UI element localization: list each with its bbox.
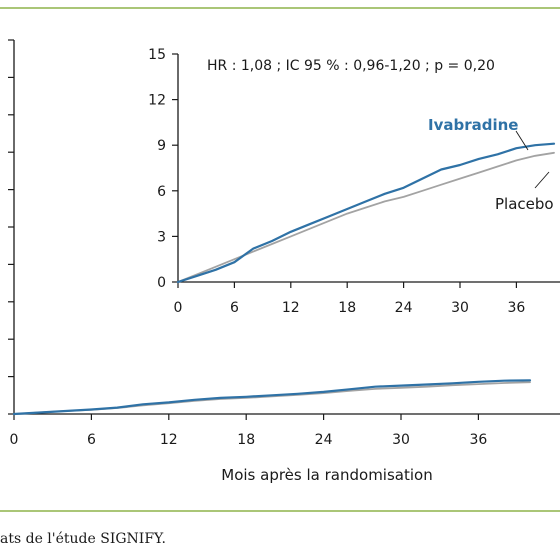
inset-x-tick-label: 6 bbox=[230, 300, 239, 316]
inset-y-tick-label: 15 bbox=[148, 47, 166, 63]
inset-series-lines bbox=[176, 142, 556, 284]
ivabradine-series-label: Ivabradine bbox=[428, 116, 518, 134]
main-x-axis-title: Mois après la randomisation bbox=[221, 466, 432, 484]
inset-x-tick-label: 30 bbox=[451, 300, 469, 316]
main-x-tick-label: 18 bbox=[237, 432, 255, 448]
main-x-tick-label: 0 bbox=[10, 432, 19, 448]
main-x-ticks: 0 6 12 18 24 30 36 bbox=[10, 414, 487, 448]
main-x-tick-label: 36 bbox=[469, 432, 487, 448]
placebo-series-label: Placebo bbox=[495, 195, 554, 213]
main-x-tick-label: 12 bbox=[160, 432, 178, 448]
inset-x-tick-label: 36 bbox=[507, 300, 525, 316]
inset-y-tick-label: 0 bbox=[157, 275, 166, 291]
inset-x-tick-label: 24 bbox=[395, 300, 413, 316]
placebo-leader-line bbox=[534, 171, 550, 189]
main-y-ticks bbox=[8, 39, 14, 415]
inset-background bbox=[165, 40, 560, 288]
ivabradine-leader-line bbox=[515, 130, 529, 151]
inset-x-ticks: 0 6 12 18 24 30 36 bbox=[174, 282, 525, 316]
inset-ivabradine-line bbox=[176, 142, 556, 284]
figure-caption: ats de l'étude SIGNIFY. bbox=[0, 531, 166, 547]
main-ivabradine-line bbox=[12, 379, 532, 416]
main-x-tick-label: 6 bbox=[87, 432, 96, 448]
inset-x-tick-label: 0 bbox=[174, 300, 183, 316]
inset-y-tick-label: 9 bbox=[157, 138, 166, 154]
main-x-tick-label: 24 bbox=[315, 432, 333, 448]
main-x-tick-label: 30 bbox=[392, 432, 410, 448]
inset-x-tick-label: 18 bbox=[338, 300, 356, 316]
inset-y-tick-label: 3 bbox=[157, 229, 166, 245]
inset-y-tick-label: 6 bbox=[157, 184, 166, 200]
main-chart: 0 6 12 18 24 30 36 Mois après la randomisation bbox=[8, 39, 560, 484]
inset-y-tick-label: 12 bbox=[148, 93, 166, 109]
inset-hr-annotation: HR : 1,08 ; IC 95 % : 0,96-1,20 ; p = 0,… bbox=[207, 58, 495, 74]
inset-x-tick-label: 12 bbox=[282, 300, 300, 316]
main-series-lines bbox=[12, 379, 532, 416]
inset-y-ticks: 0 3 6 9 12 15 bbox=[148, 47, 178, 291]
